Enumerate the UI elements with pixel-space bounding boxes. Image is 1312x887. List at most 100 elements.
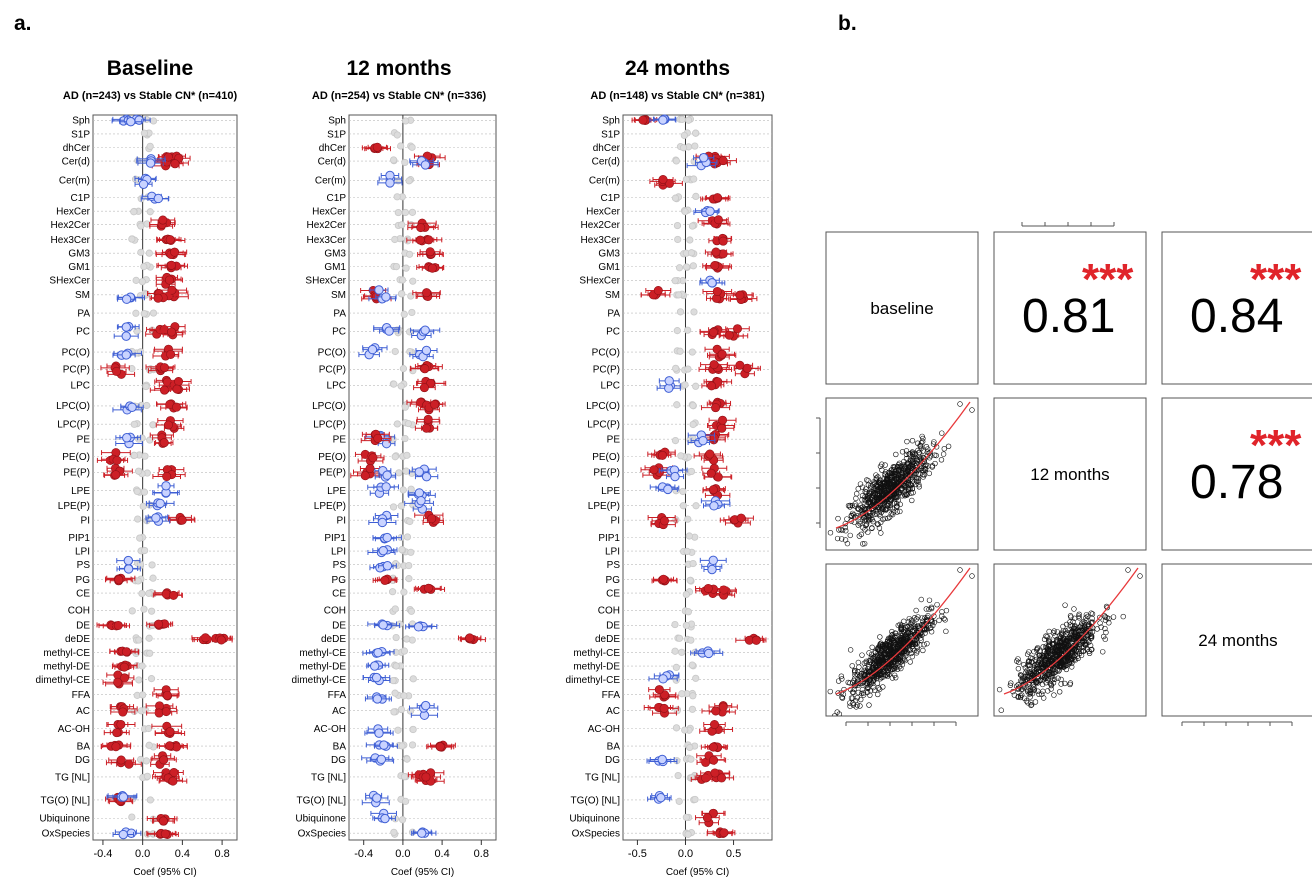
coef-point-significant <box>735 290 745 300</box>
scatter-point <box>881 655 888 661</box>
category-label: Cer(d) <box>592 156 620 167</box>
coef-point-significant <box>200 633 210 643</box>
coef-point-significant <box>415 235 425 245</box>
category-label: HexCer <box>56 206 91 217</box>
scatter-point <box>1083 612 1090 618</box>
ns-point <box>398 546 406 554</box>
scatter-point <box>867 657 874 664</box>
coef-point-significant <box>113 677 123 687</box>
scatter-point <box>854 702 861 708</box>
category-label: S1P <box>71 129 90 140</box>
coef-point-nominal <box>421 345 432 356</box>
coef-point-significant <box>713 215 723 225</box>
scatter-point <box>919 438 926 445</box>
forest-subtitle: AD (n=254) vs Stable CN* (n=336) <box>311 90 487 102</box>
scatter-point <box>909 486 915 492</box>
scatter-point <box>851 667 858 674</box>
coef-point-significant <box>154 619 164 629</box>
coef-point-significant <box>659 516 669 526</box>
ns-point <box>686 576 694 584</box>
scatter-point <box>931 452 938 458</box>
scatter-point <box>888 484 894 490</box>
ns-point <box>147 675 156 683</box>
scatter-points <box>996 567 1143 713</box>
coef-point-nominal <box>703 648 714 659</box>
category-label: PG <box>332 575 347 586</box>
scatter-point <box>904 623 910 630</box>
scatter-point <box>924 446 931 452</box>
category-label: LPC(O) <box>56 401 90 412</box>
ns-point <box>685 532 693 540</box>
scatter-point <box>893 674 899 681</box>
coef-point-significant <box>718 415 728 425</box>
category-label: methyl-CE <box>573 648 620 659</box>
ns-point <box>397 502 405 510</box>
ns-point <box>408 208 417 216</box>
category-label: dhCer <box>319 143 347 154</box>
coef-point-nominal <box>381 292 391 302</box>
ns-point <box>137 348 145 356</box>
category-label: GM1 <box>68 262 90 273</box>
category-label: AC <box>76 706 90 717</box>
correlation-value: 0.81 <box>1022 290 1115 343</box>
scatter-point <box>903 448 910 454</box>
scatter-point <box>929 464 936 470</box>
category-label: DE <box>76 621 90 632</box>
scatter-point <box>849 680 856 686</box>
ns-point <box>133 327 141 335</box>
ns-point <box>692 674 700 682</box>
scatter-point <box>893 664 899 671</box>
category-label: DG <box>75 755 90 766</box>
ns-point <box>389 156 398 164</box>
coef-point-nominal <box>369 661 380 671</box>
scatter-point <box>918 596 924 603</box>
coef-point-significant <box>711 403 721 413</box>
scatter-point <box>870 486 877 493</box>
scatter-point <box>883 506 889 512</box>
category-label: LPE(P) <box>314 501 346 512</box>
category-label: PE(P) <box>593 468 620 479</box>
scatter-point <box>941 615 947 622</box>
significance-stars: *** <box>1250 255 1302 304</box>
category-label: AC-OH <box>588 724 620 735</box>
ns-point <box>673 327 681 335</box>
category-label: deDE <box>65 634 90 645</box>
ns-point <box>140 129 149 137</box>
ns-point <box>688 705 697 713</box>
category-label: LPE(P) <box>588 501 620 512</box>
scatter-point <box>897 508 903 515</box>
ns-point <box>138 278 146 286</box>
x-axis-label: Coef (95% CI) <box>391 867 454 878</box>
matrix-cell <box>993 397 1147 551</box>
scatter-point <box>847 532 853 539</box>
scatter-point <box>945 443 952 450</box>
ns-point <box>686 743 694 752</box>
ns-point <box>128 365 136 373</box>
scatter-point <box>1084 613 1091 620</box>
scatter-point <box>891 638 897 644</box>
category-label: AC-OH <box>58 724 90 735</box>
scatter-point <box>1048 661 1055 668</box>
scatter-point <box>893 630 899 637</box>
category-label: LPC <box>327 381 346 392</box>
scatter-point <box>891 672 898 678</box>
scatter-point <box>914 648 920 654</box>
scatter-point <box>878 484 884 491</box>
scatter-point <box>884 503 890 509</box>
scatter-point <box>1021 661 1027 668</box>
scatter-point <box>906 485 912 491</box>
category-label: SHexCer <box>305 276 346 287</box>
ns-point <box>149 309 158 317</box>
scatter-point <box>887 502 893 509</box>
scatter-point <box>920 647 926 654</box>
category-label: Sph <box>72 116 90 127</box>
ns-point <box>684 365 692 373</box>
scatter-point <box>850 689 857 696</box>
ns-point <box>146 208 154 216</box>
ns-point <box>394 726 402 734</box>
scatter-point <box>904 492 910 498</box>
scatter-point <box>877 686 883 692</box>
scatter-point <box>874 521 880 527</box>
scatter-point <box>914 478 920 485</box>
category-label: LPI <box>331 546 346 557</box>
